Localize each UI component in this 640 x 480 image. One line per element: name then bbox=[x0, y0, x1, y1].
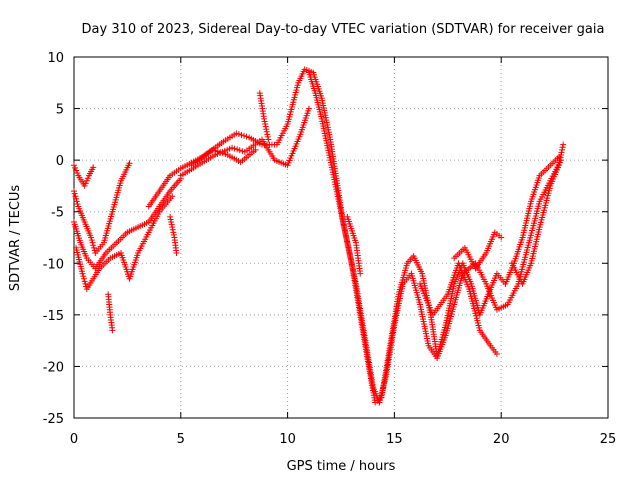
x-tick-label: 15 bbox=[386, 432, 403, 447]
data-point bbox=[74, 170, 81, 177]
data-point bbox=[243, 133, 250, 140]
data-point bbox=[170, 231, 177, 238]
data-point bbox=[73, 198, 80, 205]
y-axis-label: SDTVAR / TECUs bbox=[8, 185, 23, 292]
data-point bbox=[80, 275, 87, 282]
x-tick-label: 10 bbox=[279, 432, 296, 447]
data-point bbox=[261, 115, 268, 122]
data-point bbox=[559, 144, 566, 151]
data-point bbox=[229, 144, 236, 151]
data-point bbox=[558, 151, 565, 158]
data-point bbox=[265, 136, 272, 143]
data-point bbox=[263, 128, 270, 135]
data-point bbox=[559, 146, 566, 153]
data-point bbox=[170, 229, 177, 236]
data-point bbox=[90, 244, 97, 251]
y-tick-labels: -25 -20 -15 -10 -5 0 5 10 bbox=[43, 51, 64, 427]
data-point bbox=[556, 159, 563, 166]
data-point bbox=[167, 213, 174, 220]
data-point bbox=[262, 123, 269, 130]
data-point bbox=[89, 239, 96, 246]
data-point bbox=[88, 237, 95, 244]
data-point bbox=[493, 351, 500, 358]
data-point bbox=[560, 141, 567, 148]
data-point bbox=[84, 175, 91, 182]
data-point bbox=[239, 148, 246, 155]
data-point bbox=[90, 242, 97, 249]
data-points bbox=[71, 66, 567, 406]
data-point bbox=[556, 157, 563, 164]
data-point bbox=[169, 224, 176, 231]
data-point bbox=[71, 188, 77, 195]
data-point bbox=[357, 270, 364, 277]
data-point bbox=[73, 195, 80, 202]
y-tick-label: -25 bbox=[43, 412, 64, 427]
data-point bbox=[72, 193, 79, 200]
data-point bbox=[72, 164, 79, 171]
data-point bbox=[236, 147, 243, 154]
data-point bbox=[80, 273, 87, 280]
y-tick-label: 5 bbox=[56, 103, 64, 118]
axis-ticks bbox=[73, 56, 609, 419]
x-tick-labels: 0 5 10 15 20 25 bbox=[70, 432, 616, 447]
data-point bbox=[305, 105, 312, 112]
data-point bbox=[173, 249, 180, 256]
data-point bbox=[498, 234, 505, 241]
data-point bbox=[231, 145, 238, 152]
data-point bbox=[235, 131, 242, 138]
data-point bbox=[88, 234, 95, 241]
data-point bbox=[168, 219, 175, 226]
data-point bbox=[262, 121, 269, 128]
data-point bbox=[79, 270, 86, 277]
data-point bbox=[74, 200, 81, 207]
data-point bbox=[238, 131, 245, 138]
y-tick-label: -10 bbox=[43, 257, 64, 272]
data-point bbox=[264, 133, 271, 140]
data-point bbox=[81, 278, 88, 285]
data-point bbox=[109, 327, 116, 334]
x-tick-label: 0 bbox=[70, 432, 78, 447]
data-point bbox=[261, 118, 268, 125]
data-point bbox=[263, 126, 270, 133]
x-tick-label: 25 bbox=[600, 432, 617, 447]
data-point bbox=[83, 177, 90, 184]
y-tick-label: 10 bbox=[47, 51, 64, 66]
plot-frame bbox=[73, 56, 609, 419]
data-point bbox=[90, 164, 97, 171]
data-point bbox=[167, 216, 174, 223]
data-point bbox=[81, 182, 88, 189]
data-point bbox=[233, 130, 240, 137]
y-tick-label: -20 bbox=[43, 360, 64, 375]
data-point bbox=[558, 149, 565, 156]
chart-title: Day 310 of 2023, Sidereal Day-to-day VTE… bbox=[82, 22, 605, 37]
x-tick-label: 20 bbox=[493, 432, 510, 447]
y-tick-label: -15 bbox=[43, 309, 64, 324]
x-tick-label: 5 bbox=[177, 432, 185, 447]
y-tick-label: -5 bbox=[51, 206, 64, 221]
data-point bbox=[71, 190, 78, 197]
data-point bbox=[557, 154, 564, 161]
x-axis-label: GPS time / hours bbox=[287, 459, 396, 474]
data-point bbox=[169, 226, 176, 233]
data-point bbox=[82, 180, 89, 187]
data-point bbox=[71, 162, 77, 169]
data-point bbox=[241, 132, 248, 139]
data-point bbox=[126, 160, 133, 167]
data-point bbox=[73, 167, 80, 174]
data-point bbox=[169, 193, 176, 200]
y-tick-label: 0 bbox=[56, 154, 64, 169]
data-point bbox=[252, 146, 259, 153]
data-point bbox=[168, 221, 175, 228]
data-point bbox=[555, 162, 562, 169]
data-point bbox=[82, 280, 89, 287]
data-point bbox=[234, 146, 241, 153]
data-point bbox=[264, 131, 271, 138]
